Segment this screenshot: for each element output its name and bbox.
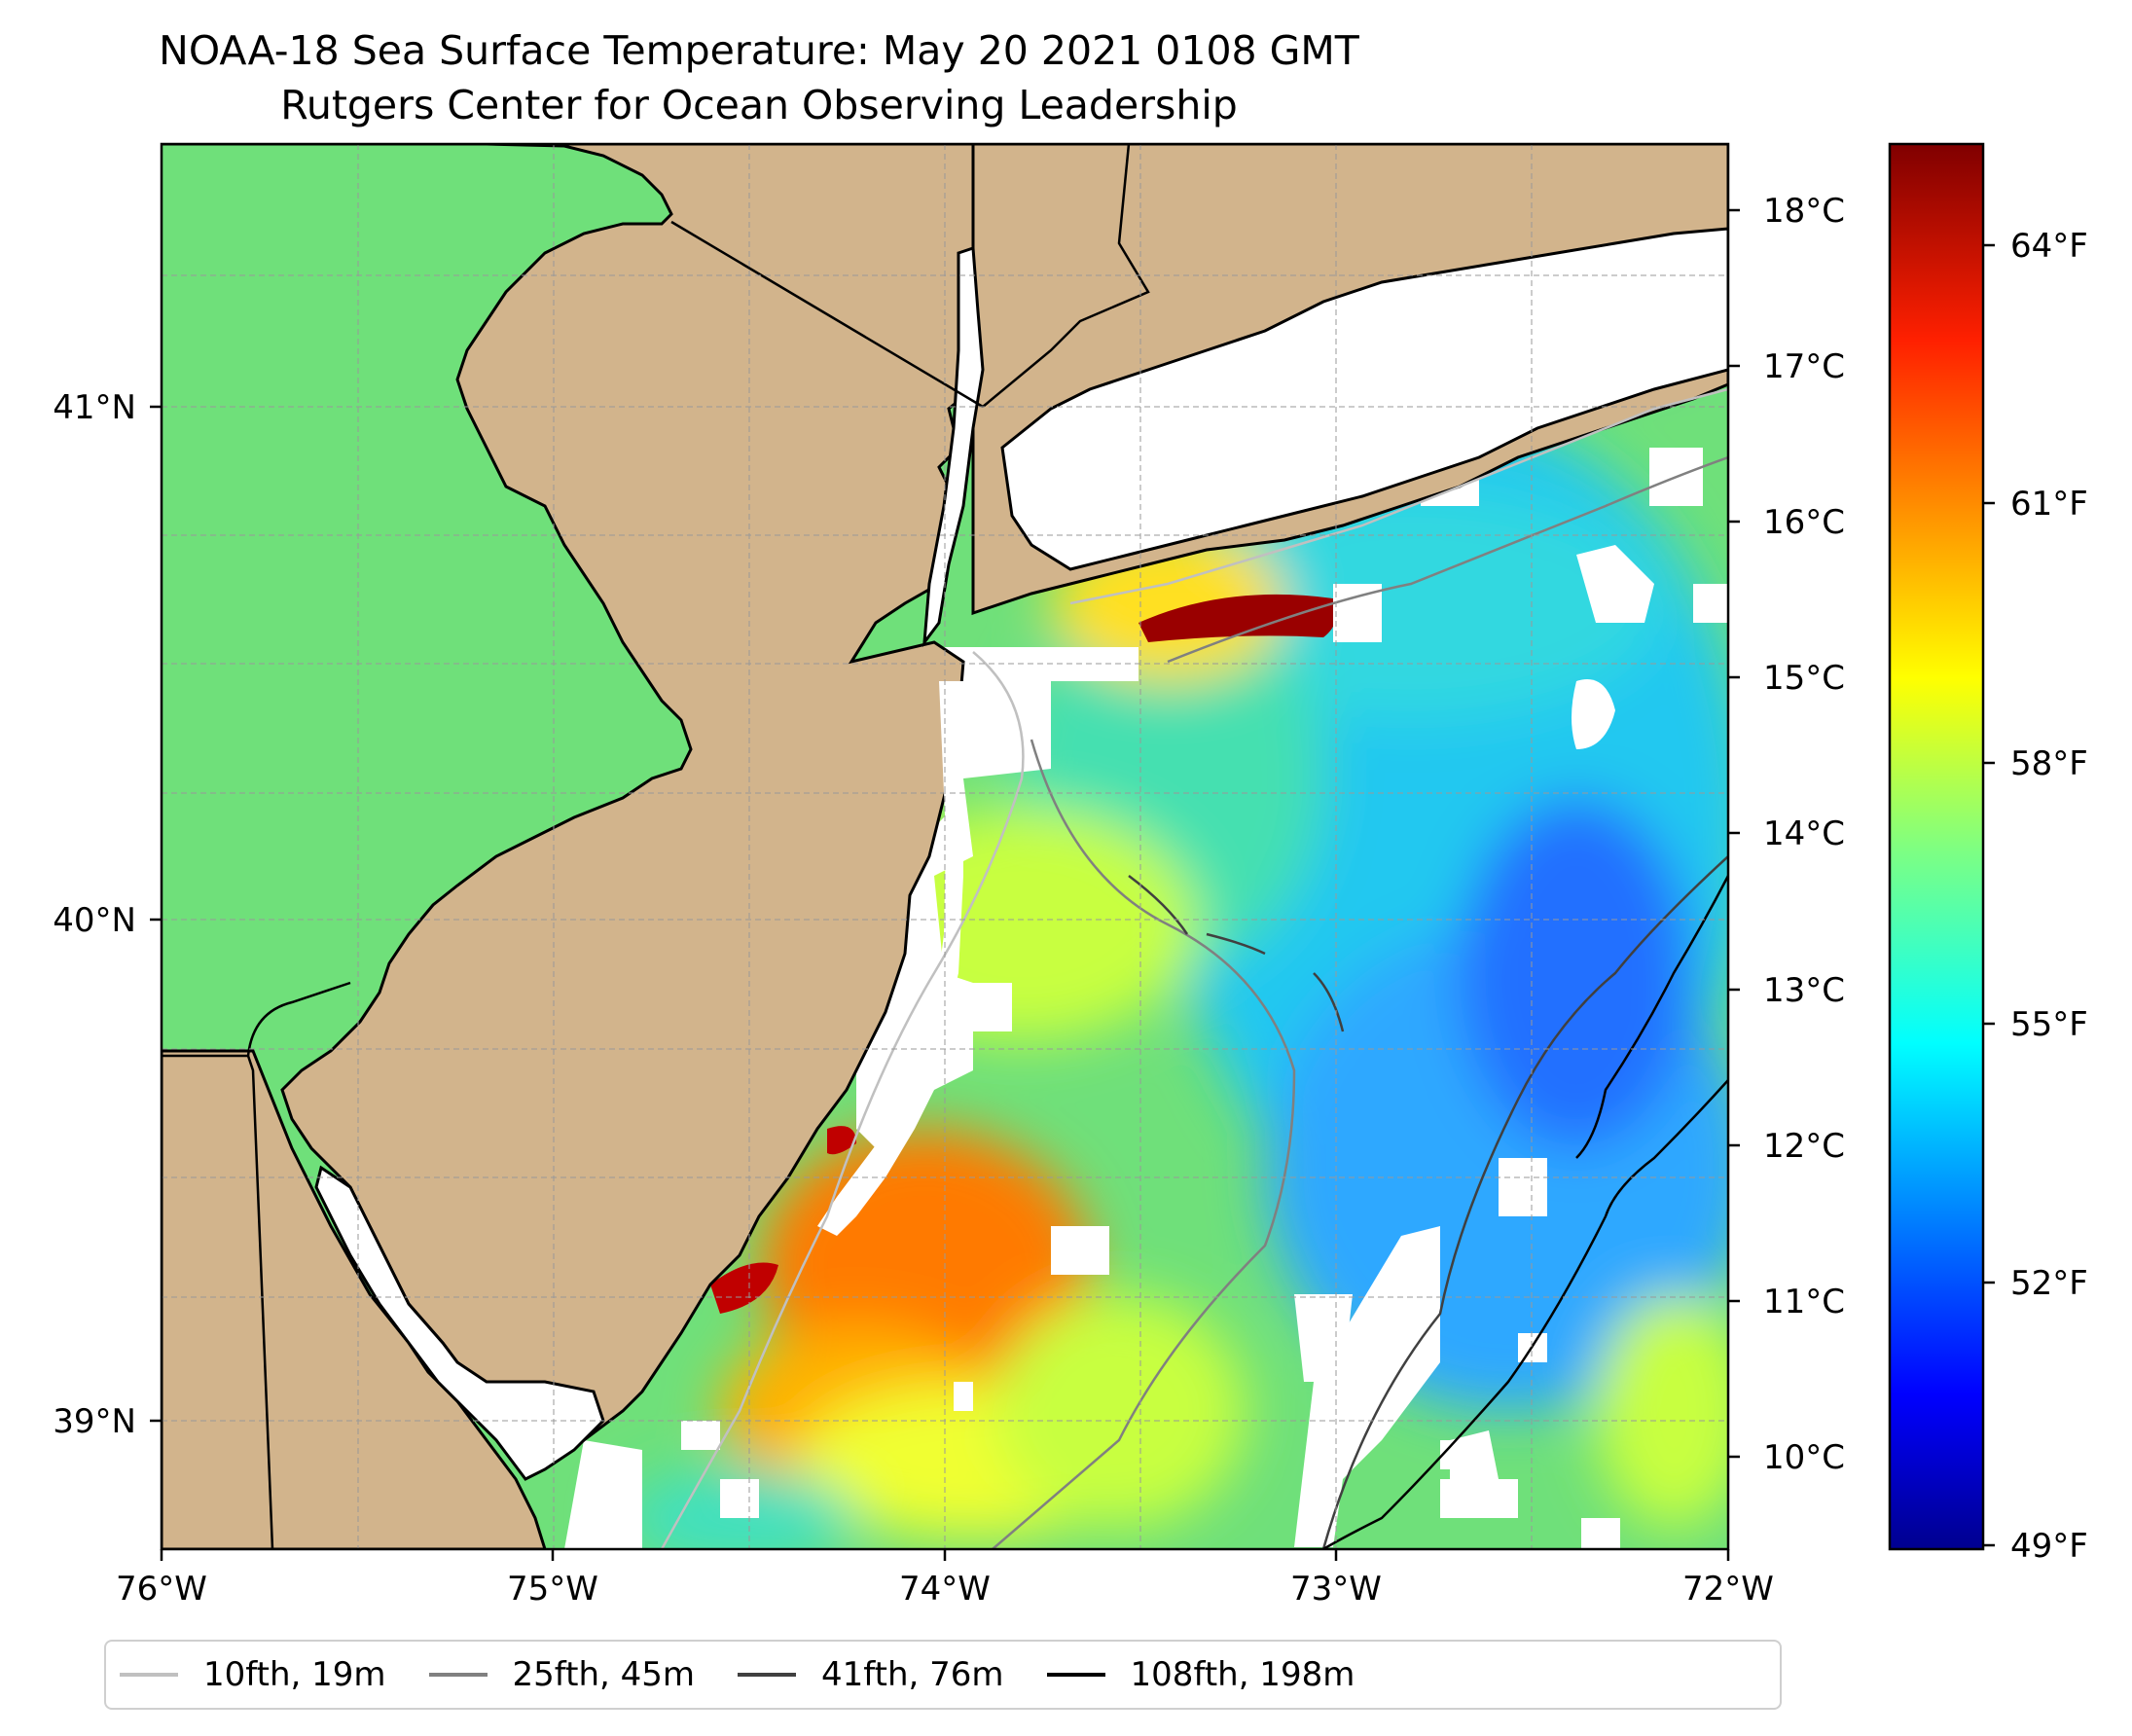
contour-legend: 10fth, 19m 25fth, 45m 41fth, 76m 108fth,… (104, 1640, 1782, 1710)
map-subtitle: Rutgers Center for Ocean Observing Leade… (280, 82, 1238, 128)
legend-line-icon (1046, 1673, 1105, 1677)
lon-tick-label: 74°W (899, 1570, 991, 1609)
colorbar (1888, 142, 1985, 1551)
lon-tick-label: 73°W (1290, 1570, 1382, 1609)
lon-tick-label: 76°W (116, 1570, 207, 1609)
celsius-tick-label: 16°C (1763, 503, 1845, 542)
map-title: NOAA-18 Sea Surface Temperature: May 20 … (159, 27, 1359, 74)
celsius-tick-label: 17°C (1763, 347, 1845, 386)
lat-tick-label: 40°N (53, 901, 136, 940)
bathymetry-contours (660, 387, 1728, 1549)
legend-line-icon (428, 1673, 488, 1677)
fahrenheit-tick-label: 52°F (2010, 1264, 2088, 1303)
fahrenheit-tick-label: 49°F (2010, 1527, 2088, 1566)
legend-line-icon (738, 1673, 797, 1677)
legend-item: 108fth, 198m (1043, 1655, 1355, 1694)
fahrenheit-tick-label: 58°F (2010, 744, 2088, 783)
legend-label: 41fth, 76m (821, 1655, 1004, 1694)
lon-tick-label: 72°W (1682, 1570, 1774, 1609)
legend-line-icon (120, 1673, 178, 1677)
gridlines (162, 144, 1728, 1549)
lat-tick-label: 41°N (53, 388, 136, 427)
legend-label: 25fth, 45m (512, 1655, 696, 1694)
fahrenheit-tick-label: 61°F (2010, 485, 2088, 524)
legend-label: 108fth, 198m (1130, 1655, 1355, 1694)
legend-item: 25fth, 45m (425, 1655, 696, 1694)
celsius-tick-label: 13°C (1763, 971, 1845, 1010)
fahrenheit-tick-label: 55°F (2010, 1005, 2088, 1044)
lon-tick-label: 75°W (507, 1570, 598, 1609)
legend-item: 10fth, 19m (116, 1655, 386, 1694)
celsius-tick-label: 14°C (1763, 814, 1845, 853)
celsius-tick-label: 11°C (1763, 1283, 1845, 1321)
celsius-tick-label: 15°C (1763, 659, 1845, 698)
celsius-tick-label: 10°C (1763, 1438, 1845, 1477)
axis-ticks (150, 208, 1740, 1561)
legend-label: 10fth, 19m (203, 1655, 386, 1694)
fahrenheit-tick-label: 64°F (2010, 227, 2088, 266)
celsius-tick-label: 12°C (1763, 1127, 1845, 1166)
legend-item: 41fth, 76m (734, 1655, 1004, 1694)
lat-tick-label: 39°N (53, 1402, 136, 1441)
land (162, 144, 1728, 1549)
celsius-tick-label: 18°C (1763, 192, 1845, 231)
